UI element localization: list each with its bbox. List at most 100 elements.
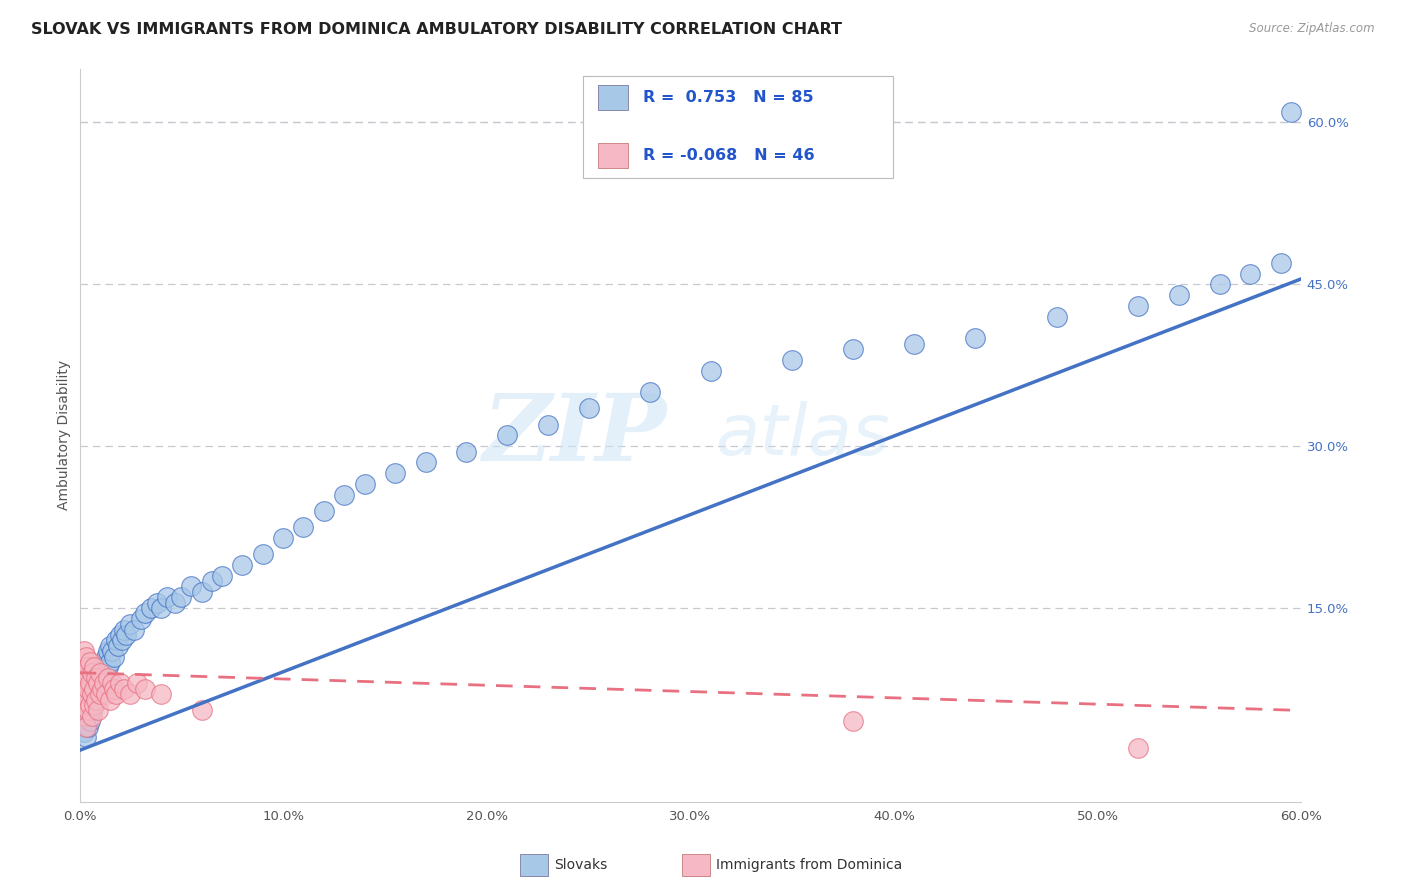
- Point: [79, 714, 101, 729]
- Point: [149, 601, 172, 615]
- Point: [90, 676, 112, 690]
- Point: [70, 655, 93, 669]
- Point: [94, 665, 117, 680]
- Point: [89, 671, 111, 685]
- Point: [87, 687, 110, 701]
- Text: Source: ZipAtlas.com: Source: ZipAtlas.com: [1250, 22, 1375, 36]
- Point: [842, 714, 865, 729]
- Point: [80, 665, 103, 680]
- Point: [170, 590, 193, 604]
- Point: [76, 703, 98, 717]
- Point: [90, 660, 112, 674]
- Point: [97, 644, 120, 658]
- Point: [83, 698, 105, 712]
- Point: [97, 671, 120, 685]
- Point: [1046, 310, 1069, 324]
- Point: [201, 574, 224, 588]
- Point: [1128, 741, 1150, 756]
- Point: [72, 644, 94, 658]
- Point: [80, 692, 103, 706]
- Point: [89, 665, 111, 680]
- Point: [231, 558, 253, 572]
- Point: [252, 547, 274, 561]
- Point: [84, 692, 107, 706]
- Point: [129, 612, 152, 626]
- Point: [124, 623, 146, 637]
- Point: [84, 692, 107, 706]
- Point: [72, 709, 94, 723]
- Point: [75, 692, 97, 706]
- Point: [120, 617, 142, 632]
- Point: [87, 676, 110, 690]
- Point: [699, 363, 721, 377]
- Point: [98, 655, 121, 669]
- Point: [79, 698, 101, 712]
- Point: [76, 681, 98, 696]
- Point: [842, 342, 865, 356]
- Point: [87, 703, 110, 717]
- Point: [415, 455, 437, 469]
- Point: [965, 331, 987, 345]
- Point: [72, 725, 94, 739]
- Point: [75, 709, 97, 723]
- Text: Immigrants from Dominica: Immigrants from Dominica: [716, 858, 901, 871]
- Text: ZIP: ZIP: [482, 391, 666, 480]
- Point: [70, 698, 93, 712]
- Point: [98, 692, 121, 706]
- Point: [110, 628, 132, 642]
- Point: [1168, 288, 1191, 302]
- Text: R =  0.753   N = 85: R = 0.753 N = 85: [643, 90, 813, 104]
- Point: [101, 644, 124, 658]
- Point: [292, 520, 315, 534]
- Point: [90, 681, 112, 696]
- Text: SLOVAK VS IMMIGRANTS FROM DOMINICA AMBULATORY DISABILITY CORRELATION CHART: SLOVAK VS IMMIGRANTS FROM DOMINICA AMBUL…: [31, 22, 842, 37]
- Point: [111, 633, 134, 648]
- Point: [146, 596, 169, 610]
- Point: [312, 504, 335, 518]
- Point: [190, 584, 212, 599]
- Point: [83, 681, 105, 696]
- Point: [93, 671, 115, 685]
- Point: [384, 466, 406, 480]
- Point: [83, 676, 105, 690]
- Point: [84, 671, 107, 685]
- Point: [79, 676, 101, 690]
- Point: [115, 628, 138, 642]
- Point: [94, 687, 117, 701]
- Point: [139, 601, 162, 615]
- Point: [83, 687, 105, 701]
- Point: [110, 676, 132, 690]
- Point: [578, 401, 600, 416]
- Point: [84, 681, 107, 696]
- Y-axis label: Ambulatory Disability: Ambulatory Disability: [58, 360, 72, 510]
- Point: [75, 720, 97, 734]
- Point: [75, 731, 97, 745]
- Point: [190, 703, 212, 717]
- Point: [1128, 299, 1150, 313]
- Text: atlas: atlas: [714, 401, 890, 470]
- Point: [180, 579, 202, 593]
- Point: [89, 665, 111, 680]
- Point: [76, 692, 98, 706]
- Point: [83, 698, 105, 712]
- Point: [76, 660, 98, 674]
- Point: [333, 488, 356, 502]
- Point: [70, 720, 93, 734]
- Point: [93, 655, 115, 669]
- Point: [94, 649, 117, 664]
- Point: [537, 417, 560, 432]
- Point: [89, 681, 111, 696]
- Point: [87, 676, 110, 690]
- Point: [75, 671, 97, 685]
- Point: [1270, 256, 1292, 270]
- Text: Slovaks: Slovaks: [554, 858, 607, 871]
- Point: [112, 623, 135, 637]
- Point: [84, 671, 107, 685]
- Point: [79, 709, 101, 723]
- Point: [89, 687, 111, 701]
- Point: [149, 687, 172, 701]
- Point: [107, 639, 129, 653]
- Point: [120, 687, 142, 701]
- Point: [72, 714, 94, 729]
- Point: [98, 639, 121, 653]
